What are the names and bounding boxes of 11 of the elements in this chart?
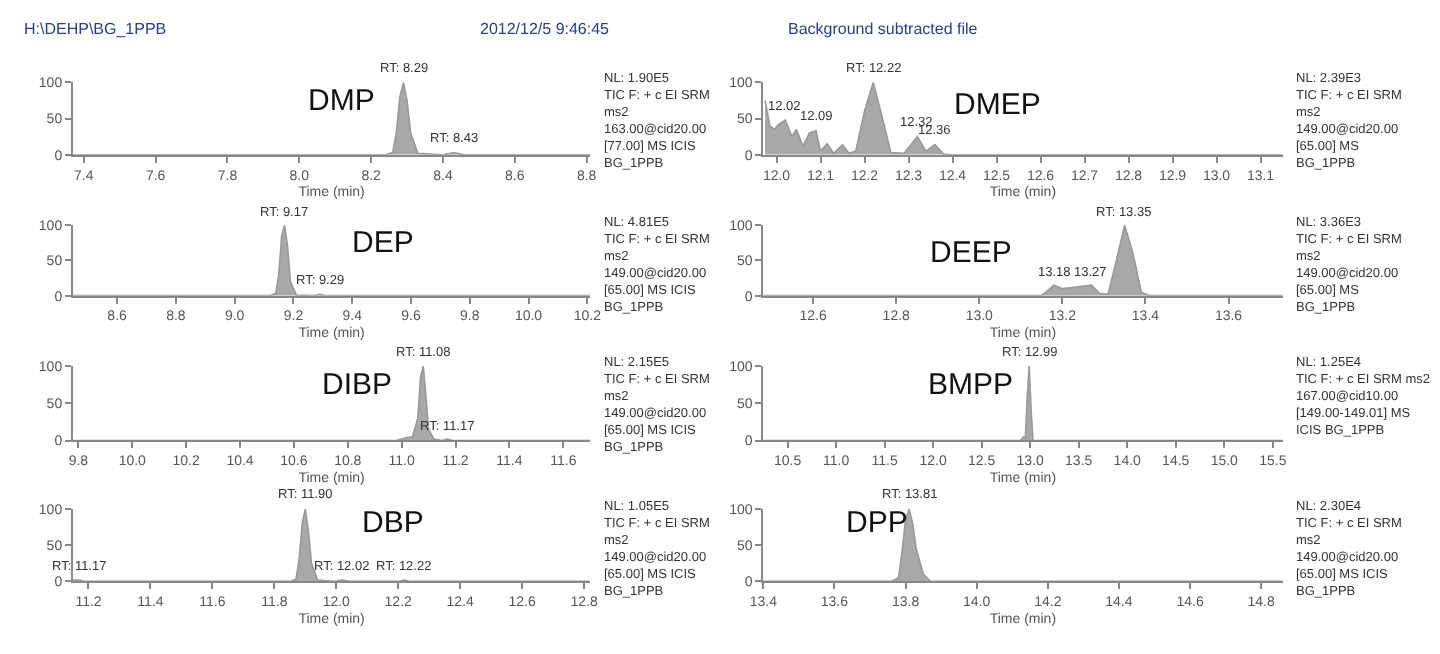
chart-title: DPP — [846, 506, 908, 540]
chart-title: DIBP — [322, 368, 393, 402]
text: H:\DEHP\BG_1PPB — [24, 20, 167, 38]
text: Background subtracted file — [788, 20, 979, 38]
chart-title: BMPP — [928, 368, 1014, 402]
chart-title: DEEP — [930, 236, 1012, 270]
text: 2012/12/5 9:46:45 — [480, 20, 611, 38]
chart-title: DMP — [308, 84, 375, 118]
chart-title: DEP — [352, 226, 414, 260]
chart-title: DMEP — [954, 88, 1041, 122]
chart-title: DBP — [362, 506, 424, 540]
